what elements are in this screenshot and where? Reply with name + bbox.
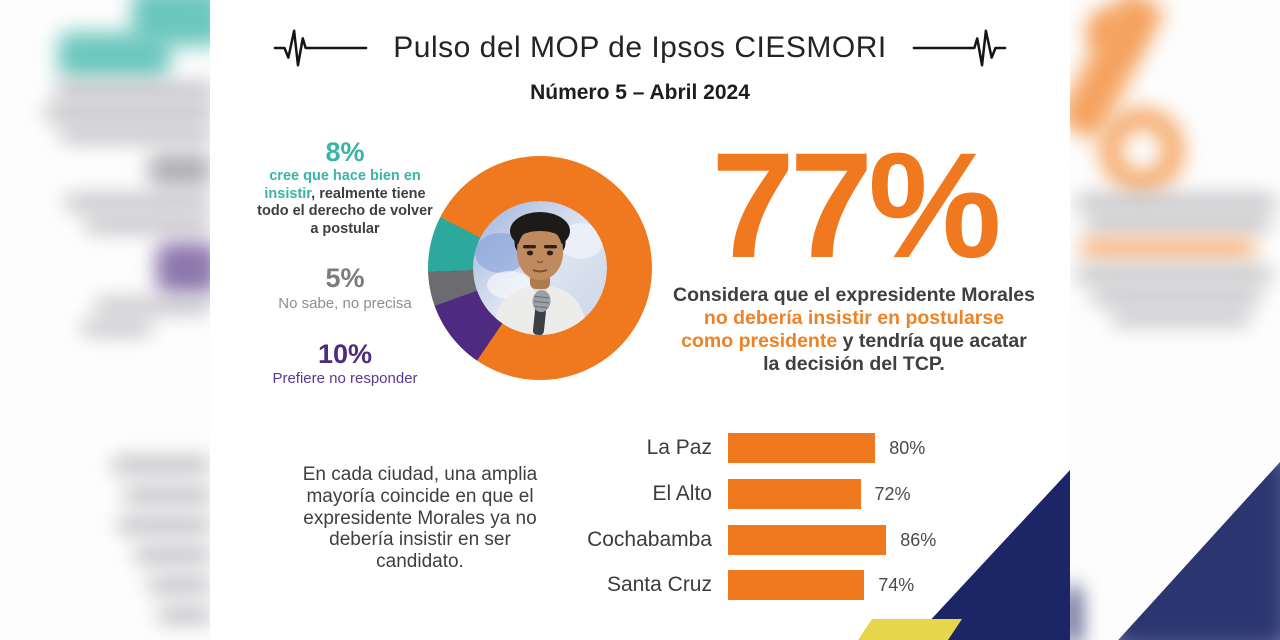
legend-10pct-value: 10% — [317, 338, 373, 369]
legend-5pct-label: No sabe, no precisa — [278, 294, 412, 312]
headline-line2: no debería insistir en postularse — [703, 307, 1005, 329]
corner-decoration — [858, 470, 1070, 640]
heartbeat-icon-left — [273, 29, 368, 67]
legend-item-5pct: 5% No sabe, no precisa — [230, 263, 460, 312]
bar-la-paz — [728, 433, 876, 463]
page-title: Pulso del MOP de Ipsos CIESMORI — [393, 31, 887, 64]
headline-line3-highlight: como presidente — [681, 330, 838, 352]
legend-8pct-line2a: insistir — [264, 185, 312, 202]
legend-item-10pct: 10% Prefiere no responder — [230, 338, 460, 388]
donut-chart — [428, 156, 652, 380]
header: Pulso del MOP de Ipsos CIESMORI — [210, 0, 1070, 70]
legend-8pct-value: 8% — [325, 137, 365, 167]
headline-line3-rest: y tendría que acatar — [837, 330, 1027, 352]
bar-row-santa-cruz: Santa Cruz 74% — [512, 570, 914, 600]
bar-value-label: 80% — [889, 437, 926, 458]
legend-8pct-line3: todo el derecho de volver — [257, 203, 433, 220]
heartbeat-icon-right — [912, 29, 1007, 67]
bar-el-alto — [728, 479, 861, 509]
legend-5pct-value: 5% — [325, 263, 365, 294]
city-label: Santa Cruz — [606, 573, 712, 596]
bar-value-label: 86% — [900, 529, 937, 550]
legend-item-8pct: 8% cree que hace bien en insistir, realm… — [230, 138, 460, 238]
blurred-backdrop-left — [0, 0, 210, 640]
city-label: Cochabamba — [587, 528, 712, 551]
legend-10pct-label: Prefiere no responder — [272, 370, 418, 388]
infographic-panel: Pulso del MOP de Ipsos CIESMORI Número 5… — [210, 0, 1070, 640]
cities-intro-line: expresidente Morales ya no — [303, 507, 537, 529]
headline-percentage: 77% — [711, 121, 1001, 289]
headline-block: 77% Considera que el expresidente Morale… — [642, 121, 1066, 376]
blurred-backdrop-right — [1070, 0, 1280, 640]
headline-line4: la decisión del TCP. — [763, 353, 945, 375]
city-label: La Paz — [646, 436, 712, 459]
headline-text: Considera que el expresidente Morales no… — [642, 284, 1066, 376]
bar-row-la-paz: La Paz 80% — [512, 433, 925, 463]
bar-row-cochabamba: Cochabamba 86% — [512, 525, 936, 555]
cities-intro-line: candidato. — [376, 551, 464, 573]
bar-row-el-alto: El Alto 72% — [512, 479, 911, 509]
legend-8pct-line2b: , realmente tiene — [311, 185, 426, 202]
bar-value-label: 72% — [874, 483, 911, 504]
legend-8pct-line1: cree que hace bien en — [269, 168, 421, 185]
bar-cochabamba — [728, 525, 887, 555]
edition-subtitle: Número 5 – Abril 2024 — [530, 81, 750, 104]
cities-intro-line: debería insistir en ser — [329, 529, 511, 551]
cities-intro-text: En cada ciudad, una amplia mayoría coinc… — [288, 464, 552, 573]
bar-value-label: 74% — [878, 574, 915, 595]
cities-intro-line: En cada ciudad, una amplia — [302, 464, 538, 485]
morales-photo — [473, 201, 607, 335]
legend-8pct-line4: a postular — [310, 220, 380, 237]
bar-santa-cruz — [728, 570, 865, 600]
headline-line1: Considera que el expresidente Morales — [673, 284, 1035, 306]
donut-legend: 8% cree que hace bien en insistir, realm… — [230, 138, 460, 387]
city-label: El Alto — [652, 482, 712, 505]
cities-intro-line: mayoría coincide en que el — [306, 485, 534, 507]
